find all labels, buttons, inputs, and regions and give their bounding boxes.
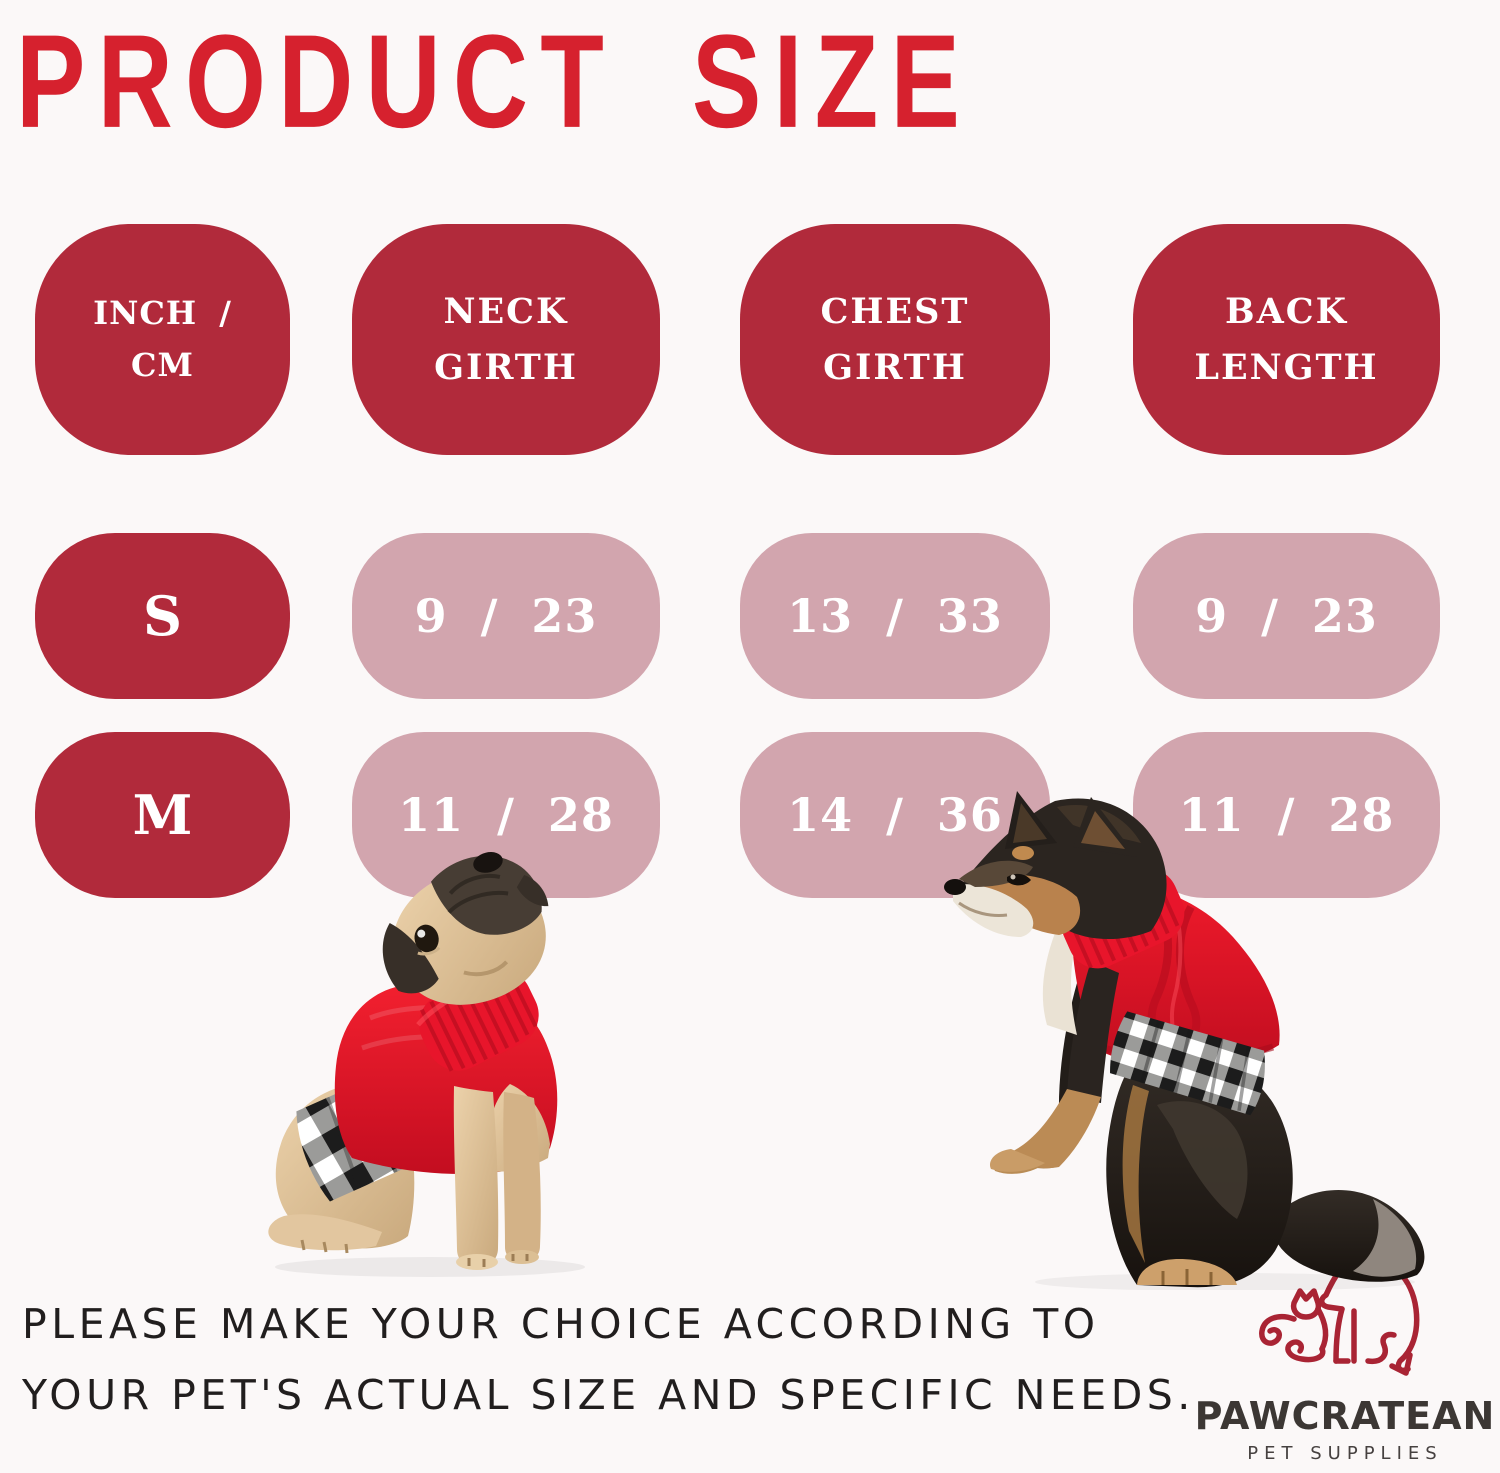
pug-head (382, 852, 549, 1005)
row-s-size-cell: S (35, 533, 290, 699)
cell-value: 9 / 23 (1195, 589, 1378, 643)
size-label: M (132, 783, 193, 847)
brand-tagline: PET SUPPLIES (1247, 1443, 1443, 1464)
brand-name: PAWCRATEAN (1194, 1394, 1496, 1438)
row-m-back-length-cell: 11 / 28 (1133, 732, 1440, 898)
pug-shadow (275, 1257, 585, 1277)
header-label: BACK LENGTH (1194, 290, 1379, 388)
row-s-chest-girth-cell: 13 / 33 (740, 533, 1050, 699)
header-label: NECK GIRTH (434, 290, 578, 388)
cell-value: 11 / 28 (398, 788, 614, 842)
shiba-tail (1272, 1189, 1425, 1282)
pug-dog-photo (268, 852, 585, 1277)
note-line-1: PLEASE MAKE YOUR CHOICE ACCORDING TO (22, 1300, 1100, 1348)
row-s-back-length-cell: 9 / 23 (1133, 533, 1440, 699)
shiba-near-front-leg (989, 961, 1119, 1172)
cell-value: 11 / 28 (1178, 788, 1395, 842)
cell-value: 14 / 36 (787, 788, 1003, 842)
header-cell-back-length: BACK LENGTH (1133, 224, 1440, 455)
header-label: INCH / CM (93, 294, 232, 384)
page-title: PRODUCT SIZE (16, 7, 973, 156)
row-s-neck-girth-cell: 9 / 23 (352, 533, 660, 699)
shiba-head (944, 791, 1167, 940)
cell-value: 9 / 23 (414, 589, 598, 643)
header-cell-inch-cm: INCH / CM (35, 224, 290, 455)
logo-cat (1259, 1288, 1329, 1363)
shiba-plaid-skirt (1110, 1011, 1265, 1116)
header-cell-chest-girth: CHEST GIRTH (740, 224, 1050, 455)
size-label: S (143, 584, 182, 648)
header-cell-neck-girth: NECK GIRTH (352, 224, 660, 455)
pug-front-legs (453, 1086, 541, 1270)
shiba-dog-photo (944, 791, 1425, 1290)
row-m-size-cell: M (35, 732, 290, 898)
shiba-chest-fur (1042, 933, 1077, 1035)
cell-value: 13 / 33 (787, 589, 1003, 643)
header-label: CHEST GIRTH (820, 290, 970, 388)
note-line-2: YOUR PET'S ACTUAL SIZE AND SPECIFIC NEED… (22, 1371, 1195, 1419)
